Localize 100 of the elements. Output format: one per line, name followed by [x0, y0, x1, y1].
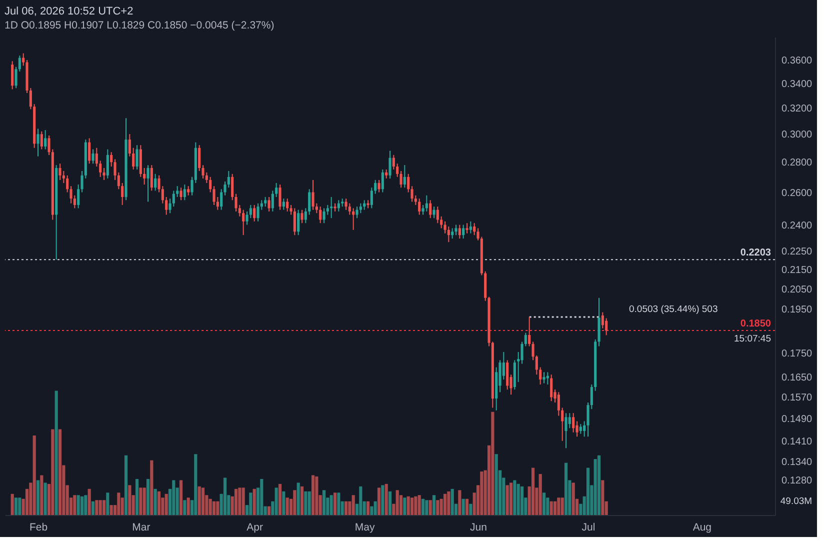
y-tick-label: 0.3600: [782, 56, 813, 67]
candlestick: [40, 130, 43, 150]
candlestick: [319, 206, 322, 224]
y-tick-label: 0.2800: [782, 158, 813, 169]
candlestick: [150, 164, 153, 192]
bar: [491, 412, 494, 515]
ref-line-label: 0.2203: [740, 248, 772, 259]
candlestick: [264, 196, 267, 208]
annotation: 0.0503 (35.44%) 503: [628, 304, 718, 315]
candlestick: [132, 147, 135, 170]
candlestick: [356, 206, 358, 219]
annotation: 15:07:45: [734, 334, 771, 345]
chart-subtitle: 1D O0.1895 H0.1907 L0.1829 C0.1850 −0.0045 (−2.37%): [4, 20, 274, 32]
candlestick: [429, 200, 432, 219]
candlestick: [381, 168, 384, 193]
candlestick: [128, 134, 131, 157]
candlestick: [539, 366, 542, 385]
candlestick: [121, 182, 124, 206]
candlestick: [403, 164, 406, 188]
candlestick: [458, 224, 461, 240]
candlestick: [557, 392, 560, 416]
candlestick: [275, 182, 278, 198]
bar: [18, 498, 22, 515]
candlestick: [227, 170, 230, 188]
y-tick-label: 0.1490: [782, 414, 813, 425]
candlestick: [348, 202, 351, 216]
candlestick: [44, 130, 47, 150]
candlestick: [88, 138, 91, 164]
candlestick: [11, 60, 14, 90]
bar: [58, 429, 62, 515]
candlestick: [282, 198, 285, 210]
candlestick: [187, 186, 190, 196]
candlestick: [253, 204, 256, 222]
candlestick: [359, 202, 362, 214]
candlestick: [205, 172, 208, 184]
bar: [32, 435, 36, 515]
y-tick-label: 0.2400: [782, 220, 813, 232]
candlestick: [154, 173, 157, 192]
bar: [494, 454, 498, 515]
chart-title: Jul 06, 2026 10:52 UTC+2: [4, 6, 134, 18]
candlestick: [198, 144, 201, 172]
candlestick: [337, 200, 340, 212]
candlestick: [99, 160, 102, 178]
y-tick-label: 0.1570: [782, 392, 813, 404]
candlestick: [176, 186, 179, 198]
candlestick: [293, 208, 296, 236]
candlestick: [370, 187, 373, 209]
bar: [14, 498, 18, 515]
candlestick: [249, 204, 252, 219]
candlestick: [506, 360, 509, 390]
candlestick: [568, 412, 571, 429]
candlestick: [454, 224, 458, 236]
candlestick: [466, 222, 468, 234]
y-tick-label: 0.1950: [782, 304, 813, 316]
candlestick: [286, 198, 289, 212]
candlestick: [418, 198, 421, 216]
candlestick: [146, 164, 150, 202]
y-tick-label: 0.2150: [782, 264, 813, 276]
candlestick: [440, 216, 443, 229]
candlestick: [312, 179, 314, 210]
candlestick: [436, 206, 439, 224]
y-tick-label: 0.3000: [782, 130, 813, 141]
candlestick: [308, 188, 311, 216]
candlestick: [36, 128, 40, 157]
candlestick: [392, 154, 395, 170]
candlestick: [605, 318, 608, 336]
candlestick: [183, 184, 186, 201]
candlestick: [304, 208, 307, 224]
ref-line-label: 0.1850: [740, 318, 772, 330]
candlestick: [601, 312, 604, 329]
candlestick: [473, 222, 476, 236]
candlestick: [542, 372, 546, 384]
bar: [194, 454, 198, 515]
candlestick: [561, 407, 564, 442]
candlestick: [451, 228, 454, 240]
bar: [51, 429, 54, 515]
y-tick-label: 0.3400: [782, 78, 813, 90]
candlestick: [447, 226, 450, 243]
y-tick-label: 0.2050: [782, 284, 813, 296]
candlestick: [432, 206, 436, 219]
candlestick: [278, 184, 282, 210]
y-tick-label: 0.1340: [782, 457, 813, 468]
candlestick: [579, 423, 582, 434]
candlestick: [242, 209, 245, 236]
candlestick: [58, 163, 62, 180]
candlestick: [165, 196, 168, 216]
candlestick: [106, 148, 109, 179]
y-tick-label: 0.3200: [782, 103, 813, 114]
candlestick: [62, 170, 65, 184]
candlestick: [425, 194, 428, 212]
candlestick: [297, 209, 300, 236]
candlestick: [462, 224, 465, 240]
candlestick: [326, 204, 329, 216]
y-tick-label: 0.2600: [782, 188, 813, 199]
bar: [54, 390, 58, 515]
candlestick: [220, 188, 223, 210]
candlestick: [572, 412, 575, 433]
candlestick: [469, 220, 472, 234]
y-tick-label: 0.2250: [782, 246, 813, 258]
candlestick: [374, 179, 377, 194]
